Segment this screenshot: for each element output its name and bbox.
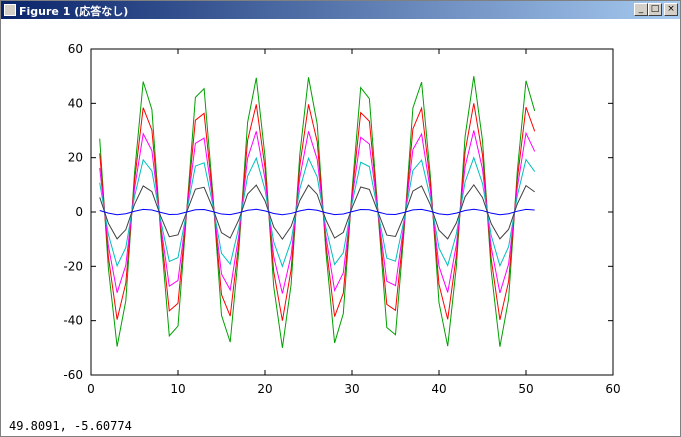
data-line xyxy=(99,130,536,294)
minimize-button[interactable]: _ xyxy=(634,3,648,16)
data-line xyxy=(99,208,535,216)
x-tick-label: 50 xyxy=(518,382,533,396)
data-line xyxy=(99,183,535,241)
x-tick-label: 40 xyxy=(431,382,446,396)
y-tick-label: 0 xyxy=(75,205,83,219)
data-line xyxy=(99,76,536,348)
y-tick-label: 20 xyxy=(68,151,83,165)
y-tick-label: -40 xyxy=(63,314,83,328)
x-tick-label: 0 xyxy=(87,382,95,396)
x-tick-label: 10 xyxy=(170,382,185,396)
chart: 0 10 20 30 40 50 60 -60 -40 -20 0 20 40 60 xyxy=(63,42,620,396)
window-title: Figure 1 (応答なし) xyxy=(19,5,129,18)
close-button[interactable]: × xyxy=(664,3,678,16)
x-tick-label: 30 xyxy=(344,382,359,396)
window-icon xyxy=(4,4,16,16)
y-tick-label: 40 xyxy=(68,96,83,110)
y-tick-label: 60 xyxy=(68,42,83,56)
title-bar: Figure 1 (応答なし) _ □ × xyxy=(1,1,680,19)
status-text: 49.8091, -5.60774 xyxy=(9,419,132,433)
data-line xyxy=(99,103,536,321)
x-tick-label: 60 xyxy=(605,382,620,396)
y-tick-label: -60 xyxy=(63,368,83,382)
data-line xyxy=(99,156,536,268)
x-tick-label: 20 xyxy=(257,382,272,396)
maximize-button[interactable]: □ xyxy=(648,3,662,16)
y-tick-label: -20 xyxy=(63,259,83,273)
